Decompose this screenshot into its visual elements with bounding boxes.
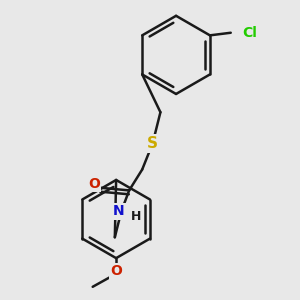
Text: N: N [113, 204, 124, 218]
Text: Cl: Cl [242, 26, 257, 40]
Text: O: O [110, 264, 122, 278]
Text: O: O [88, 177, 100, 191]
Text: H: H [130, 210, 141, 223]
Text: S: S [147, 136, 158, 151]
